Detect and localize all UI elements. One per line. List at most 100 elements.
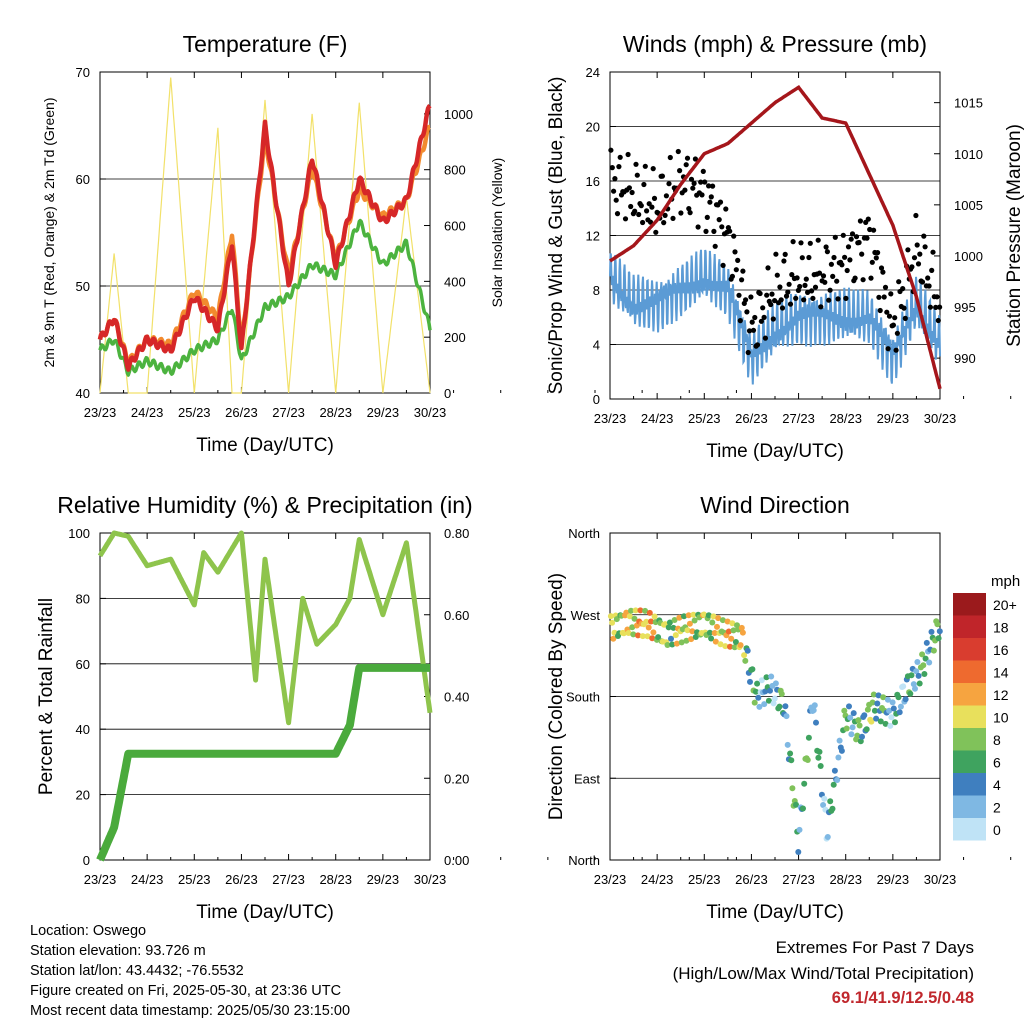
gust-point (608, 147, 614, 153)
gust-point (793, 295, 799, 301)
direction-point (805, 734, 812, 741)
gust-point (818, 304, 824, 310)
direction-point (910, 681, 917, 688)
gust-point (735, 257, 741, 263)
direction-point (689, 628, 696, 635)
gust-point (614, 211, 621, 217)
legend-swatch (953, 750, 986, 773)
gust-point (797, 283, 803, 290)
gust-point (930, 249, 936, 255)
rh-line (97, 530, 433, 726)
winds-x-tick-label: 26/23 (735, 411, 768, 426)
direction-point (683, 637, 690, 644)
gust-point (900, 286, 906, 292)
direction-point (789, 785, 796, 792)
gust-point (799, 255, 805, 261)
gust-point (752, 314, 758, 321)
gust-point (917, 251, 923, 257)
gust-point (781, 258, 787, 264)
rh_precip-y2-tick-label: 0.60 (444, 608, 469, 623)
insolation-line (99, 77, 431, 394)
direction-point (896, 709, 903, 716)
temperature-x-tick-label: 27/23 (272, 405, 305, 420)
gust-point (731, 233, 737, 239)
gust-point (661, 220, 667, 226)
direction-point (795, 849, 802, 855)
direction-point (783, 713, 790, 720)
gust-point (805, 289, 811, 295)
direction-point (882, 720, 889, 727)
direction-point (824, 834, 831, 840)
gust-point (678, 210, 684, 216)
direction-point (782, 703, 789, 710)
direction-point (643, 618, 650, 625)
direction-point (936, 628, 943, 635)
direction-point (712, 638, 719, 645)
gust-point (649, 204, 655, 210)
direction-point (610, 635, 617, 642)
gust-point (691, 180, 697, 186)
gust-point (790, 239, 796, 245)
direction-point (630, 631, 637, 638)
gust-point (711, 228, 717, 234)
winds-y2-tick-label: 1005 (954, 198, 983, 213)
legend-label: 18 (993, 620, 1009, 636)
direction-point (847, 714, 854, 721)
legend-label: 16 (993, 642, 1009, 658)
direction-point (737, 642, 744, 649)
legend-swatch (953, 615, 986, 638)
gust-point (871, 227, 877, 233)
gust-point (647, 219, 654, 225)
direction-point (668, 635, 674, 642)
direction-point (874, 700, 881, 707)
direction-point (701, 611, 707, 618)
gust-point (736, 292, 742, 298)
gust-point (935, 317, 941, 324)
gust-point (779, 305, 786, 311)
winds-y-tick-label: 0 (593, 392, 600, 407)
direction-point (751, 699, 758, 706)
direction-point (609, 619, 616, 626)
winds-x-tick-label: 28/23 (829, 411, 862, 426)
gust-point (733, 267, 739, 273)
direction-point (711, 630, 718, 636)
direction-point (801, 780, 808, 787)
direction-point (744, 647, 751, 654)
winds-y2-tick-label: 995 (954, 300, 976, 315)
temperature-y2-axis-label: Solar Insolation (Yellow) (489, 158, 505, 308)
gust-point (867, 226, 873, 233)
direction-point (754, 680, 761, 687)
direction-point (649, 635, 656, 642)
gust-point (764, 292, 770, 298)
gust-point (743, 297, 749, 303)
wind_direction-x-tick-label: 29/23 (877, 872, 910, 887)
temperature-x-tick-label: 23/23 (84, 405, 117, 420)
direction-point (705, 612, 712, 619)
gust-point (768, 301, 774, 308)
direction-point (810, 707, 817, 714)
temperature-y-tick-label: 40 (76, 386, 90, 401)
gust-point (732, 249, 738, 255)
legend-label: 6 (993, 755, 1001, 771)
direction-point (628, 607, 634, 614)
gust-point (708, 194, 714, 200)
direction-point (625, 630, 632, 636)
gust-point (698, 179, 704, 185)
rh_precip-x-tick-label: 24/23 (131, 872, 164, 887)
direction-point (817, 763, 824, 769)
gust-point (915, 261, 922, 267)
direction-point (869, 699, 876, 706)
gust-point (853, 234, 860, 240)
direction-point (710, 613, 717, 620)
direction-point (613, 616, 620, 623)
winds-x-tick-label: 30/23 (924, 411, 957, 426)
winds-y-tick-label: 8 (593, 283, 600, 298)
gust-point (919, 279, 926, 285)
gust-point (902, 315, 908, 321)
winds-y2-tick-label: 990 (954, 351, 976, 366)
direction-point (912, 685, 918, 692)
gust-point (723, 206, 729, 212)
direction-point (897, 703, 904, 710)
legend-label: 4 (993, 777, 1001, 793)
direction-point (848, 731, 855, 738)
